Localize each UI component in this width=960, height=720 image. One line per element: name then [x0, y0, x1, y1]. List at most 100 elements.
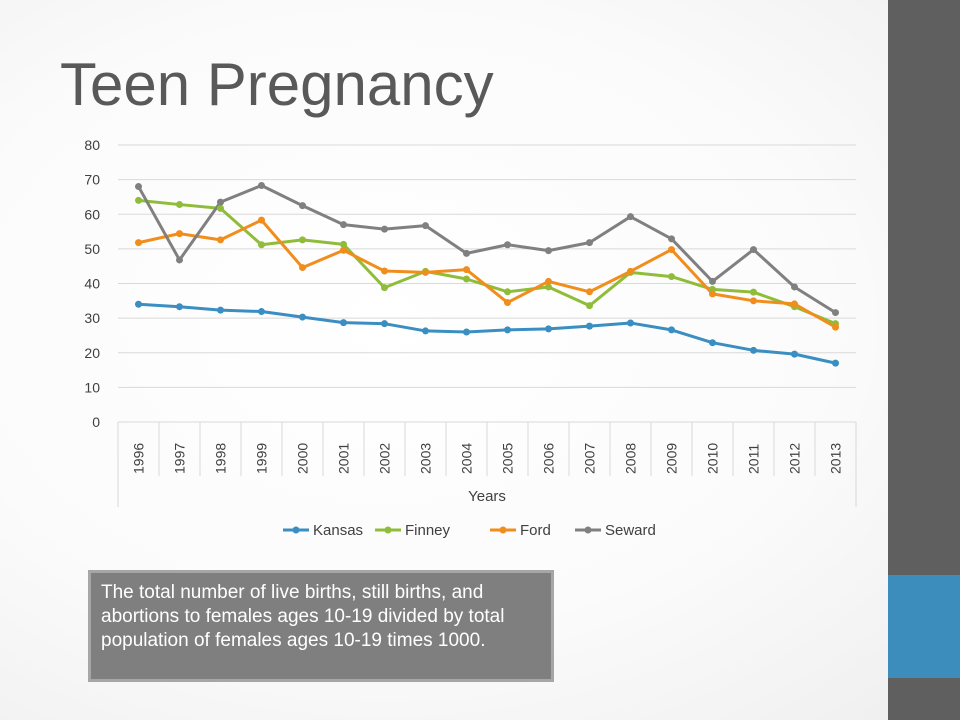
x-tick-label: 2006	[541, 443, 557, 474]
data-point-ford	[340, 246, 347, 254]
x-tick-label: 1997	[172, 443, 188, 474]
data-point-seward	[750, 246, 757, 254]
y-tick-label: 60	[84, 206, 100, 222]
data-point-ford	[586, 288, 593, 296]
data-point-kansas	[791, 350, 798, 358]
data-point-kansas	[832, 359, 839, 367]
x-tick-label: 2005	[500, 443, 516, 474]
y-axis-ticks: 0 10 20 30 40 50 60 70 80	[84, 137, 100, 430]
data-point-ford	[176, 230, 183, 238]
data-point-seward	[340, 221, 347, 229]
data-point-kansas	[422, 327, 429, 335]
data-point-finney	[135, 196, 142, 204]
data-point-finney	[463, 275, 470, 283]
gridlines	[117, 144, 857, 507]
x-tick-label: 1998	[213, 443, 229, 474]
data-point-finney	[586, 302, 593, 310]
data-point-finney	[340, 240, 347, 248]
series-line-seward	[137, 184, 837, 314]
data-point-ford	[750, 297, 757, 305]
data-point-kansas	[258, 308, 265, 316]
x-tick-label: 2003	[418, 443, 434, 474]
data-point-seward	[176, 256, 183, 264]
data-point-kansas	[217, 306, 224, 314]
data-point-kansas	[299, 313, 306, 321]
data-point-seward	[832, 309, 839, 317]
data-point-kansas	[627, 319, 634, 327]
data-point-seward	[299, 202, 306, 210]
y-tick-label: 30	[84, 310, 100, 326]
side-bar-accent	[888, 575, 960, 678]
data-point-kansas	[545, 325, 552, 333]
legend-label-seward: Seward	[605, 522, 656, 539]
data-point-seward	[422, 222, 429, 230]
data-point-finney	[258, 241, 265, 249]
data-point-ford	[381, 267, 388, 275]
x-tick-label: 2010	[705, 443, 721, 474]
data-point-ford	[504, 299, 511, 307]
data-point-seward	[381, 225, 388, 233]
data-point-kansas	[668, 326, 675, 334]
data-point-seward	[627, 213, 634, 221]
series-line-ford	[138, 218, 837, 329]
data-point-seward	[709, 277, 716, 285]
series-group	[135, 182, 839, 367]
x-axis-ticks: 1996 1997 1998 1999 2000 2001 2002 2003 2004 2005…	[131, 443, 844, 474]
y-tick-label: 40	[84, 276, 100, 292]
data-point-seward	[135, 183, 142, 191]
data-point-kansas	[504, 326, 511, 334]
x-tick-label: 2004	[459, 443, 475, 474]
data-point-ford	[791, 300, 798, 308]
data-point-finney	[381, 284, 388, 292]
data-point-seward	[791, 283, 798, 291]
x-tick-label: 2013	[828, 443, 844, 474]
data-point-kansas	[381, 320, 388, 328]
legend-swatch-marker	[584, 526, 592, 534]
series-line-finney	[138, 198, 837, 326]
x-tick-label: 2000	[295, 443, 311, 474]
data-point-seward	[586, 239, 593, 247]
y-tick-label: 50	[84, 241, 100, 257]
legend-swatch-marker	[384, 526, 392, 534]
data-point-ford	[422, 268, 429, 276]
data-point-ford	[135, 239, 142, 247]
legend-swatch-marker	[292, 526, 300, 534]
data-point-ford	[299, 264, 306, 272]
legend: Kansas Finney Ford Seward	[283, 522, 656, 539]
legend-label-kansas: Kansas	[313, 522, 363, 539]
y-tick-label: 10	[84, 379, 100, 395]
data-point-seward	[545, 247, 552, 255]
y-tick-label: 70	[84, 172, 100, 188]
data-point-seward	[463, 249, 470, 257]
y-tick-label: 0	[92, 414, 100, 430]
x-tick-label: 2007	[582, 443, 598, 474]
data-point-finney	[750, 288, 757, 296]
series-line-kansas	[138, 302, 836, 365]
data-point-ford	[258, 216, 265, 224]
legend-label-ford: Ford	[520, 522, 551, 539]
x-tick-label: 2012	[787, 443, 803, 474]
data-point-seward	[668, 235, 675, 243]
data-point-kansas	[135, 300, 142, 308]
data-point-ford	[832, 323, 839, 331]
x-tick-label: 2002	[377, 443, 393, 474]
data-point-ford	[668, 246, 675, 254]
line-chart: 0 10 20 30 40 50 60 70 80 1996 1997 1998 1999 2000 20…	[84, 137, 857, 539]
data-point-seward	[504, 241, 511, 249]
data-point-finney	[545, 283, 552, 291]
data-point-finney	[668, 273, 675, 281]
slide-title: Teen Pregnancy	[60, 51, 494, 118]
x-axis-label: Years	[468, 488, 506, 505]
data-point-kansas	[463, 328, 470, 336]
data-point-kansas	[176, 303, 183, 311]
data-point-finney	[176, 201, 183, 209]
data-point-kansas	[709, 339, 716, 347]
definition-note: The total number of live births, still b…	[88, 570, 554, 682]
data-point-finney	[217, 204, 224, 212]
x-tick-label: 2009	[664, 443, 680, 474]
x-tick-label: 2008	[623, 443, 639, 474]
data-point-seward	[217, 198, 224, 206]
data-point-ford	[545, 277, 552, 285]
x-tick-label: 1999	[254, 443, 270, 474]
data-point-finney	[504, 288, 511, 296]
